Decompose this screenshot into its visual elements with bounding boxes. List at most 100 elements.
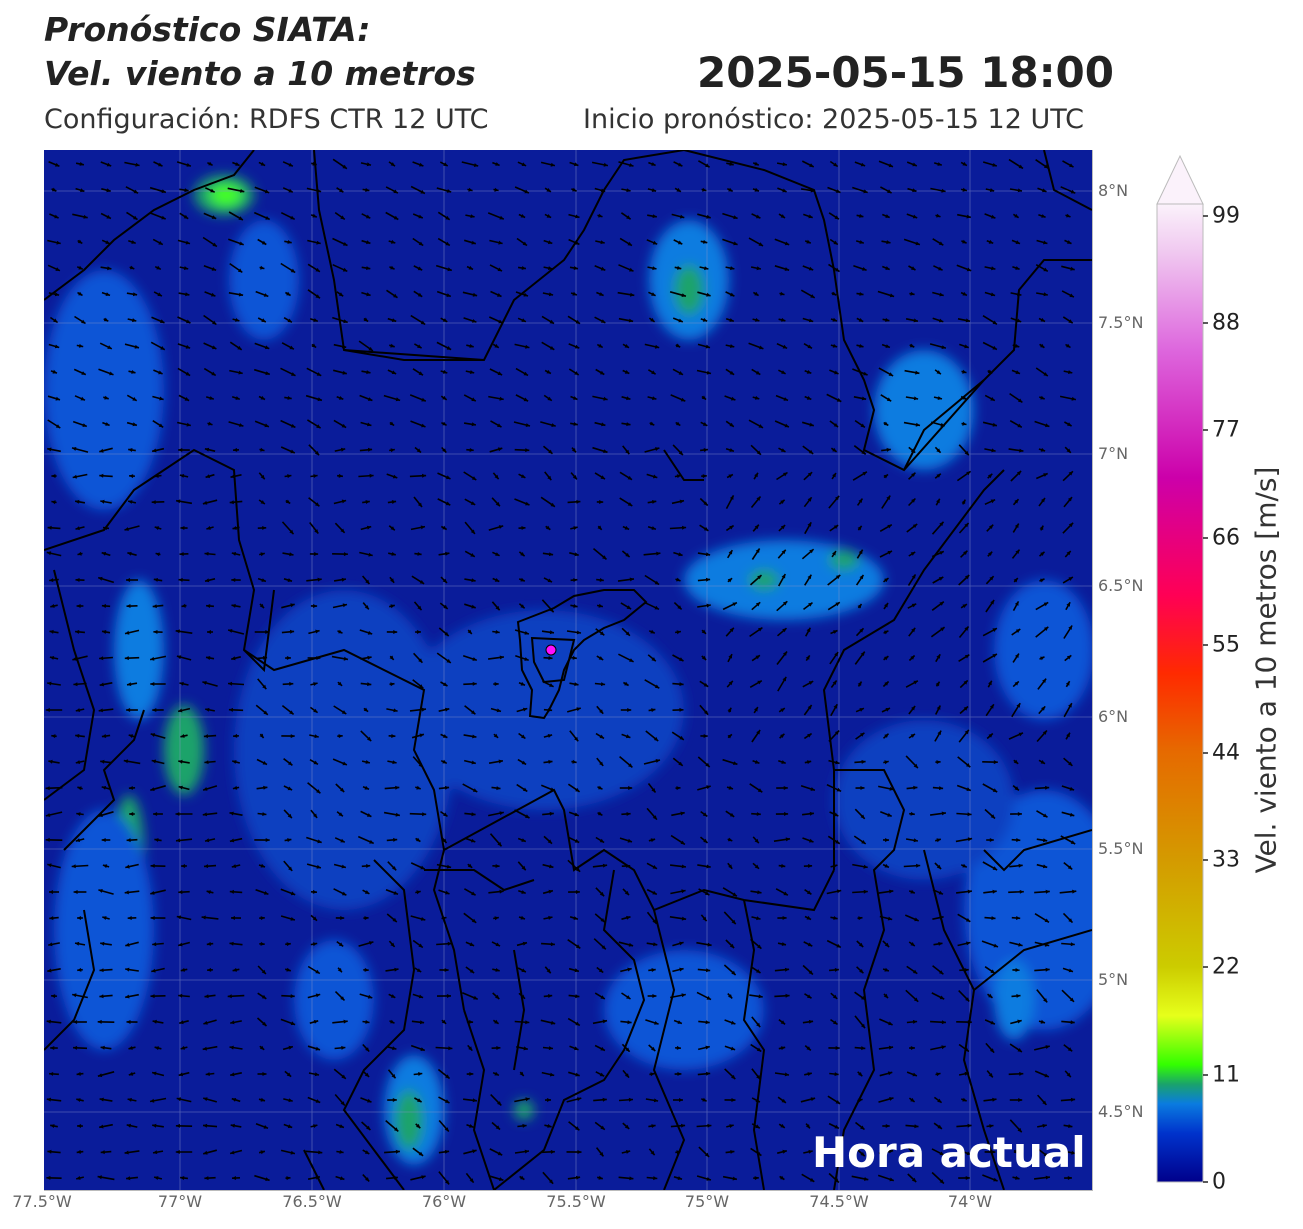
wind-vector-head [937,396,942,400]
wind-vector-head [176,915,182,920]
wind-vector-head [150,916,155,920]
wind-vector-head [863,371,868,376]
wind-vector-head [940,627,945,632]
wind-vector-head [936,473,941,478]
wind-vector-head [313,604,318,608]
wind-vector-head [1018,164,1023,169]
wind-vector-head [340,787,345,792]
wind-map[interactable] [44,150,1093,1191]
wind-vector-head [265,630,270,634]
wind-vector-head [498,525,504,529]
wind-vector-head [937,1124,942,1129]
wind-vector-head [1018,942,1023,947]
wind-vector-head [132,422,137,427]
wind-vector-head [546,214,552,218]
wind-vector-head [314,734,319,739]
wind-vector-head [316,789,321,794]
wind-vector-head [651,1124,656,1128]
wind-vector-head [315,267,320,272]
wind-vector-head [290,994,295,999]
wind-vector-head [497,267,502,272]
wind-vector-head [521,526,526,530]
wind-vector-head [600,188,606,193]
wind-vector-head [520,681,525,686]
wind-vector-head [809,1177,815,1182]
wind-vector-head [233,733,238,738]
wind-vector-head [471,476,477,480]
wind-vector-head [175,629,180,634]
wind-vector-head [442,759,447,764]
wind-vector-head [990,499,996,504]
wind-vector-head [105,292,110,296]
wind-vector-head [705,344,710,349]
wind-vector-head [318,1150,323,1155]
wind-vector-head [262,655,268,660]
wind-vector-head [784,812,789,816]
wind-vector-head [290,603,295,608]
wind-vector-head [549,1179,554,1184]
wind-vector-head [832,343,838,348]
wind-vector-head [885,214,890,218]
wind-vector-head [756,916,761,921]
wind-vector-head [154,526,160,531]
wind-vector-head [675,343,681,348]
wind-vector-head [836,787,842,792]
wind-vector-head [260,941,265,946]
wind-vector-head [603,449,608,453]
wind-vector-head [913,838,918,843]
wind-vector-head [389,421,395,426]
wind-vector-head [343,656,348,661]
wind-vector-head [733,241,738,246]
wind-vector-head [1015,968,1020,972]
wind-vector-head [702,474,707,479]
wind-vector-head [233,447,238,452]
wind-vector-head [420,320,426,325]
wind-vector-head [521,865,526,871]
wind-vector-head [53,318,58,323]
wind-vector-head [860,1125,865,1130]
wind-vector-head [105,422,110,426]
wind-vector-head [548,1046,553,1051]
wind-vector-head [1040,551,1045,556]
wind-vector-head [152,942,157,947]
wind-vector-head [469,1124,474,1128]
wind-vector-head [835,1100,841,1104]
wind-vector-head [547,396,552,401]
wind-vector-head [442,369,448,374]
colorbar-tick-0: 0 [1212,1169,1226,1195]
wind-vector-head [577,1150,582,1154]
colorbar-gradient [1156,203,1204,1183]
wind-vector-head [75,526,80,531]
wind-vector-head [548,994,553,998]
wind-vector-head [208,161,213,166]
wind-vector-head [49,656,55,660]
wind-vector-head [175,1150,180,1154]
wind-vector-head [228,629,233,633]
wind-vector-head [912,188,917,193]
wind-vector-head [99,473,104,478]
wind-vector-head [175,1123,180,1128]
wind-vector-head [363,317,369,322]
wind-vector-head [962,291,967,296]
wind-vector-head [366,813,372,817]
wind-vector-head [755,1098,760,1103]
wind-vector-head [549,811,554,816]
wind-vector-head [936,760,941,765]
wind-vector-head [420,189,425,194]
wind-vector-head [730,1020,736,1025]
wind-vector-head [988,733,993,738]
wind-vector-head [365,500,370,504]
wind-vector-head [262,684,267,690]
wind-vector-head [705,577,711,582]
wind-vector-head [127,551,132,556]
wind-vector-head [859,708,864,712]
wind-vector-head [1017,1019,1022,1024]
wind-vector-head [1045,889,1050,894]
wind-vector-head [627,1020,632,1025]
wind-vector-head [625,1047,630,1052]
wind-vector-head [494,187,499,192]
wind-vector-head [395,1149,400,1154]
wind-vector-head [989,1048,995,1053]
wind-vector-head [417,605,422,611]
wind-vector-head [101,734,107,738]
